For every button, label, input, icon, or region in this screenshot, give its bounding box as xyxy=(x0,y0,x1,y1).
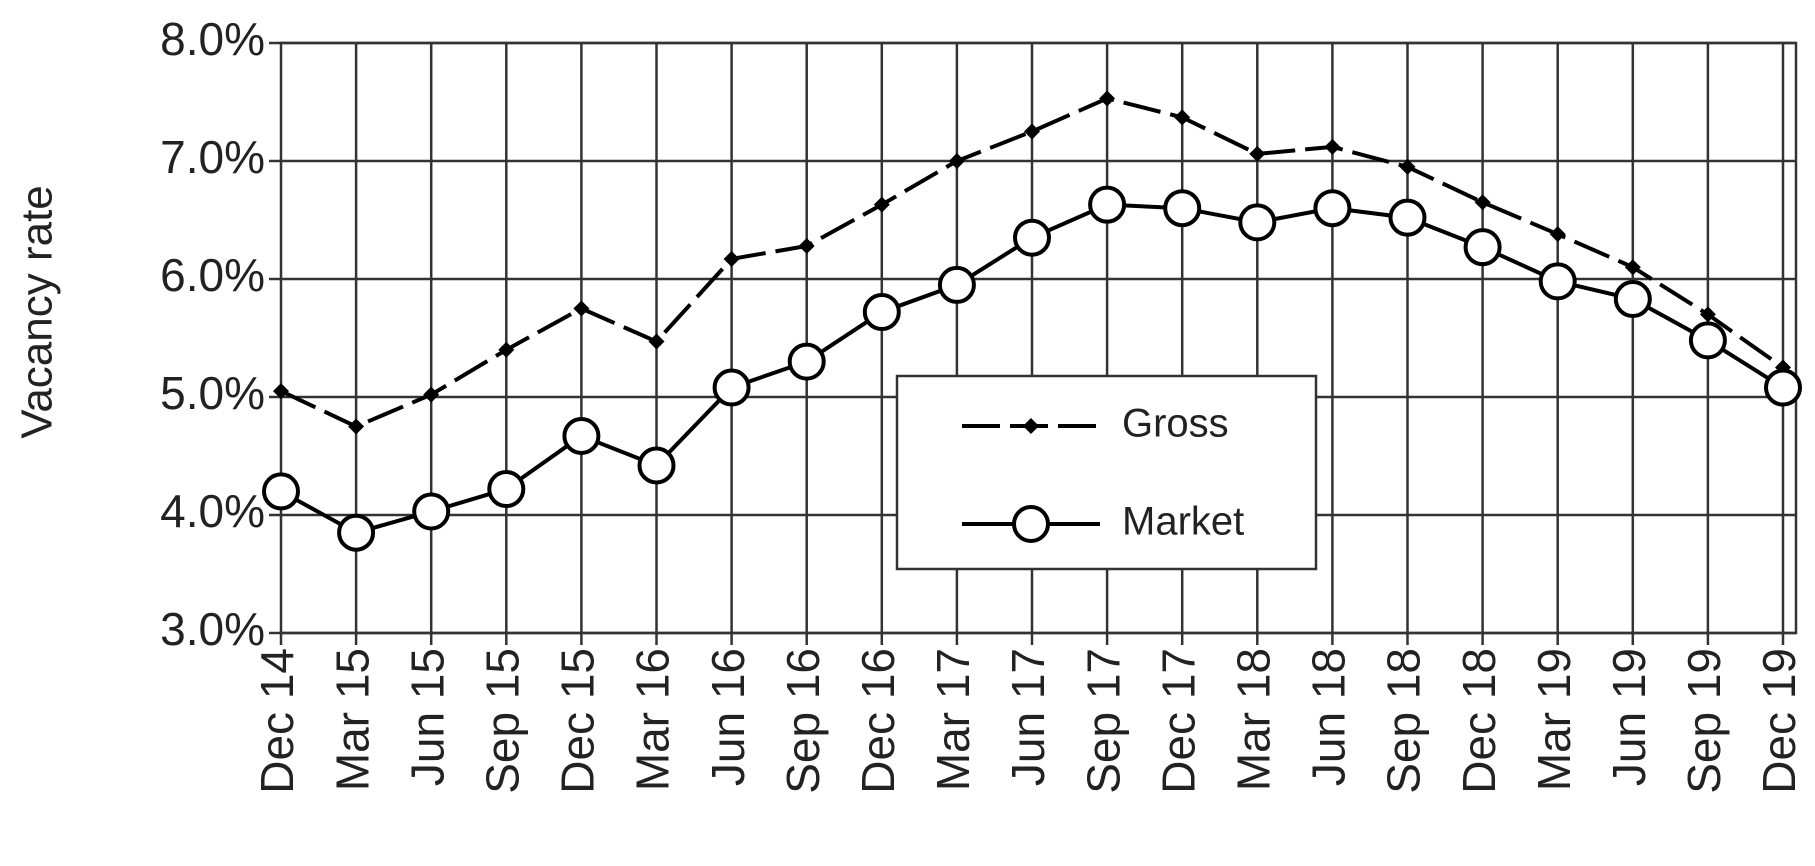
marker xyxy=(1099,90,1116,107)
x-tick-label: Sep 17 xyxy=(1077,648,1129,794)
x-tick-label: Jun 19 xyxy=(1603,648,1655,786)
marker xyxy=(1399,158,1416,175)
x-tick-label: Sep 18 xyxy=(1378,648,1430,794)
legend-label: Gross xyxy=(1122,402,1229,446)
x-tick-label: Sep 16 xyxy=(777,648,829,794)
plot-frame xyxy=(279,41,1798,635)
legend-box xyxy=(895,374,1318,571)
marker xyxy=(1023,418,1039,434)
legend: Gross Market xyxy=(895,374,1318,571)
marker xyxy=(787,342,826,381)
y-tick-label: 3.0% xyxy=(160,603,265,655)
marker xyxy=(562,416,601,455)
marker xyxy=(1463,228,1502,267)
x-tick-label: Dec 17 xyxy=(1152,648,1204,794)
y-tick-label: 8.0% xyxy=(160,13,265,65)
marker xyxy=(1688,321,1727,360)
y-axis-label: Vacancy rate xyxy=(13,185,62,439)
x-tick-label: Mar 19 xyxy=(1528,648,1580,791)
x-tick-label: Jun 16 xyxy=(702,648,754,786)
marker xyxy=(1624,259,1641,276)
marker xyxy=(1538,262,1577,301)
series-line xyxy=(280,96,1785,429)
marker xyxy=(1764,368,1802,407)
y-tick-label: 4.0% xyxy=(160,485,265,537)
marker xyxy=(1249,145,1266,162)
x-tick-label: Mar 18 xyxy=(1227,648,1279,791)
legend-label: Market xyxy=(1122,500,1244,544)
marker xyxy=(723,250,740,267)
marker xyxy=(573,300,590,317)
x-tick-label: Dec 16 xyxy=(852,648,904,794)
marker xyxy=(412,492,451,531)
marker xyxy=(1613,280,1652,319)
x-tick-label: Dec 18 xyxy=(1453,648,1505,794)
marker xyxy=(348,418,365,435)
x-tick-label: Mar 15 xyxy=(326,648,378,791)
marker xyxy=(873,196,890,213)
marker xyxy=(262,472,300,511)
x-tick-label: Sep 15 xyxy=(476,648,528,794)
y-tick-label: 5.0% xyxy=(160,367,265,419)
marker xyxy=(1388,198,1427,237)
marker xyxy=(1474,194,1491,211)
x-tick-label: Jun 15 xyxy=(401,648,453,786)
marker xyxy=(712,368,751,407)
x-tick-label: Dec 19 xyxy=(1753,648,1805,794)
marker xyxy=(1174,109,1191,126)
marker xyxy=(1313,189,1352,228)
marker xyxy=(1024,123,1040,140)
marker xyxy=(273,383,289,400)
marker xyxy=(798,237,815,254)
marker xyxy=(1324,138,1341,155)
marker xyxy=(423,386,440,403)
marker xyxy=(1013,218,1051,257)
x-tick-label: Dec 15 xyxy=(552,648,604,794)
y-tick-label: 7.0% xyxy=(160,131,265,183)
marker xyxy=(637,446,676,485)
x-tick-label: Mar 16 xyxy=(627,648,679,791)
marker xyxy=(1012,505,1050,543)
marker xyxy=(1238,203,1277,242)
y-tick-label: 6.0% xyxy=(160,249,265,301)
marker xyxy=(1163,189,1202,228)
marker xyxy=(937,265,976,304)
marker xyxy=(337,513,376,552)
x-tick-label: Jun 18 xyxy=(1303,648,1355,786)
marker xyxy=(948,153,965,169)
marker xyxy=(1088,185,1127,224)
x-tick-label: Sep 19 xyxy=(1678,648,1730,794)
x-tick-label: Dec 14 xyxy=(251,648,303,794)
marker xyxy=(487,470,526,509)
x-tick-label: Mar 17 xyxy=(927,648,979,791)
marker xyxy=(648,333,665,350)
x-tick-label: Jun 17 xyxy=(1002,648,1054,786)
marker xyxy=(1699,306,1716,323)
marker xyxy=(1549,226,1566,243)
marker xyxy=(498,341,515,358)
marker xyxy=(862,293,901,332)
